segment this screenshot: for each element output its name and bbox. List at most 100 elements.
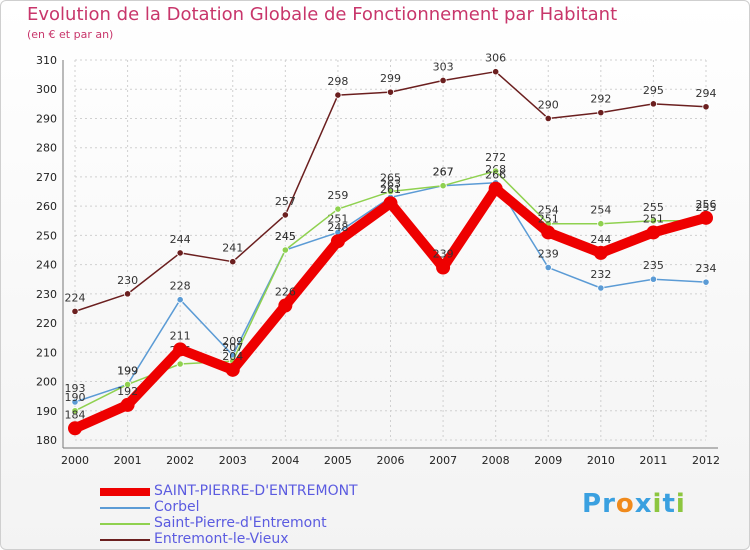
data-label: 245 xyxy=(275,230,296,243)
data-label: 299 xyxy=(380,72,401,85)
data-point xyxy=(436,260,451,275)
data-point xyxy=(278,298,293,313)
data-label: 251 xyxy=(538,212,559,225)
data-label: 226 xyxy=(275,286,296,299)
logo-letter: r xyxy=(602,489,616,519)
y-tick-label: 190 xyxy=(36,405,57,418)
logo-letter: P xyxy=(582,489,603,519)
data-label: 254 xyxy=(590,204,611,217)
data-point xyxy=(68,421,82,436)
logo-letter: x xyxy=(634,489,653,519)
data-point xyxy=(334,91,342,99)
data-label: 257 xyxy=(275,195,296,208)
y-tick-label: 270 xyxy=(36,171,57,184)
data-label: 239 xyxy=(433,248,454,261)
data-label: 199 xyxy=(117,364,138,377)
data-point xyxy=(597,284,605,292)
x-tick-label: 2012 xyxy=(692,454,720,467)
data-label: 261 xyxy=(380,183,401,196)
data-label: 192 xyxy=(117,385,138,398)
data-label: 298 xyxy=(327,75,348,88)
data-label: 244 xyxy=(590,233,611,246)
legend-label: Saint-Pierre-d'Entremont xyxy=(154,515,327,531)
data-point xyxy=(176,296,184,304)
x-tick-label: 2009 xyxy=(534,454,562,467)
data-label: 255 xyxy=(696,201,717,214)
data-point xyxy=(492,68,500,76)
data-point xyxy=(123,290,132,298)
data-label: 290 xyxy=(538,98,559,111)
y-tick-label: 260 xyxy=(36,200,57,213)
legend-label: Corbel xyxy=(154,499,200,515)
series-line xyxy=(70,183,711,434)
chart-title: Evolution de la Dotation Globale de Fonc… xyxy=(27,4,618,25)
data-point xyxy=(386,88,395,96)
y-tick-label: 290 xyxy=(36,112,57,125)
data-point xyxy=(229,258,237,266)
data-label: 248 xyxy=(327,221,348,234)
data-label: 190 xyxy=(65,391,86,404)
y-tick-label: 250 xyxy=(36,229,57,242)
legend-label: SAINT-PIERRE-D'ENTREMONT xyxy=(154,483,358,499)
y-tick-label: 310 xyxy=(36,54,57,67)
legend-swatch xyxy=(100,523,150,525)
data-point xyxy=(439,76,447,85)
data-point xyxy=(597,109,605,117)
data-label: 259 xyxy=(327,189,348,202)
data-label: 265 xyxy=(380,172,401,185)
x-tick-label: 2002 xyxy=(166,454,194,467)
data-label: 303 xyxy=(433,60,454,73)
data-label: 230 xyxy=(117,274,138,287)
data-point xyxy=(702,278,710,286)
x-tick-label: 2011 xyxy=(639,454,667,467)
logo-letter: i xyxy=(675,489,686,519)
data-label: 224 xyxy=(65,291,86,304)
data-label: 267 xyxy=(433,166,454,179)
data-label: 211 xyxy=(170,329,191,342)
data-label: 295 xyxy=(643,84,664,97)
data-label: 267 xyxy=(433,166,454,179)
y-tick-label: 300 xyxy=(36,83,57,96)
data-point xyxy=(439,182,447,190)
data-label: 263 xyxy=(380,177,401,190)
data-label: 232 xyxy=(590,268,611,281)
logo-letter: o xyxy=(615,489,635,519)
data-label: 251 xyxy=(327,212,348,225)
data-point xyxy=(383,196,398,211)
data-point xyxy=(71,407,79,415)
logo-letter: t xyxy=(662,489,676,519)
legend-swatch xyxy=(100,539,150,541)
proxiti-logo: Proxiti xyxy=(582,489,686,519)
data-label: 272 xyxy=(485,151,506,164)
data-label: 235 xyxy=(643,259,664,272)
data-label: 204 xyxy=(222,350,243,363)
x-tick-label: 2008 xyxy=(482,454,510,467)
data-label: 228 xyxy=(170,280,191,293)
data-label: 292 xyxy=(590,93,611,106)
data-point xyxy=(488,181,503,196)
data-point xyxy=(646,225,661,240)
data-point xyxy=(71,307,79,315)
data-point xyxy=(120,397,135,412)
data-point xyxy=(330,234,345,249)
data-point xyxy=(649,100,658,108)
data-point xyxy=(649,217,658,225)
x-tick-label: 2001 xyxy=(114,454,142,467)
x-tick-label: 2004 xyxy=(271,454,299,467)
legend-swatch xyxy=(100,507,150,509)
data-point xyxy=(334,205,342,213)
data-point xyxy=(649,275,658,283)
data-point xyxy=(71,398,79,406)
data-point xyxy=(123,380,132,389)
data-point xyxy=(699,210,713,225)
data-label: 244 xyxy=(170,233,191,246)
data-label: 266 xyxy=(485,169,506,182)
data-point xyxy=(544,263,552,272)
data-point xyxy=(386,187,395,196)
x-tick-label: 2003 xyxy=(219,454,247,467)
x-tick-label: 2006 xyxy=(377,454,405,467)
legend-label: Entremont-le-Vieux xyxy=(154,531,289,547)
y-tick-label: 220 xyxy=(36,317,57,330)
